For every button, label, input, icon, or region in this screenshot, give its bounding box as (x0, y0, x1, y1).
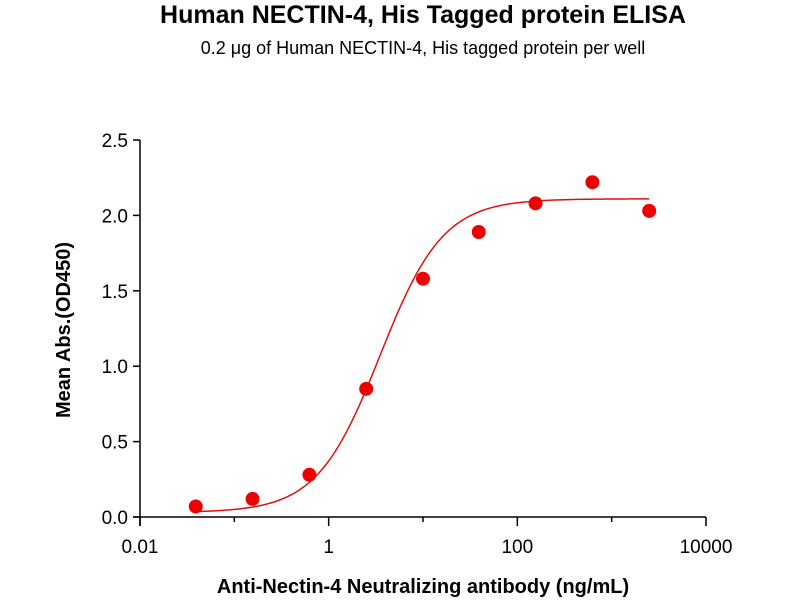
data-point (302, 467, 317, 482)
data-points (188, 175, 657, 514)
axes (133, 140, 706, 526)
data-point (471, 224, 486, 239)
y-tick-label: 1.0 (102, 357, 128, 378)
y-tick-label: 2.0 (102, 206, 128, 227)
data-point (245, 491, 260, 506)
chart-title: Human NECTIN-4, His Tagged protein ELISA (160, 1, 686, 29)
data-point (585, 175, 600, 190)
data-point (416, 271, 430, 286)
y-axis-label: Mean Abs.(OD450) (53, 242, 75, 418)
y-tick-label: 0.5 (102, 433, 128, 454)
y-axis-ticks: 0.0 0.5 1.0 1.5 2.0 2.5 (102, 131, 140, 529)
y-tick-label: 0.0 (102, 508, 128, 529)
x-tick-label: 100 (501, 537, 533, 558)
chart-subtitle: 0.2 μg of Human NECTIN-4, His tagged pro… (201, 38, 646, 58)
x-tick-label: 0.01 (122, 537, 159, 558)
x-axis-ticks: 0.01 1 100 10000 (122, 517, 733, 558)
y-tick-label: 2.5 (102, 131, 128, 152)
data-point (642, 203, 657, 218)
x-tick-label: 10000 (680, 537, 733, 558)
x-axis-label: Anti-Nectin-4 Neutralizing antibody (ng/… (217, 576, 629, 598)
data-point (188, 499, 203, 514)
data-point (528, 196, 543, 211)
data-point (359, 381, 374, 396)
x-tick-label: 1 (323, 537, 334, 558)
y-tick-label: 1.5 (102, 282, 128, 303)
fit-curve (195, 198, 650, 513)
